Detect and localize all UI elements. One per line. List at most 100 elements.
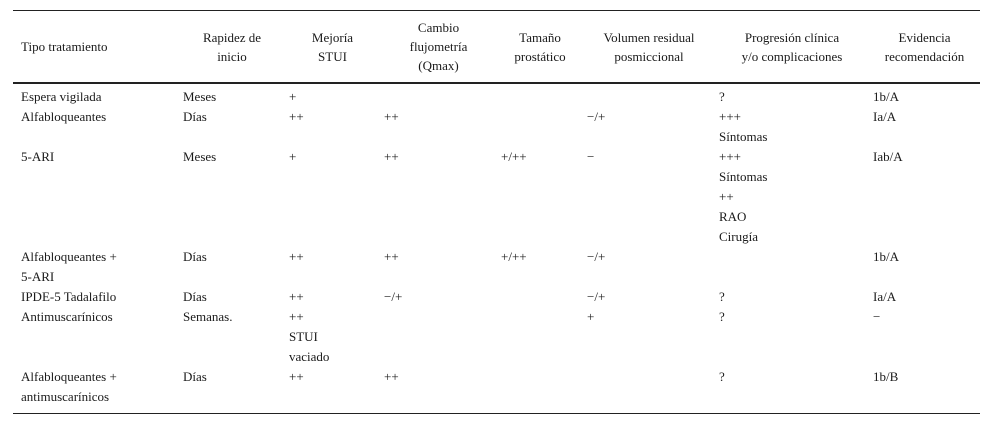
table-row: Antimuscarínicos Semanas. ++ STUI vaciado +? − [13, 307, 980, 367]
table-cell: +++ Síntomas [715, 107, 869, 147]
cell-text: Semanas. [183, 309, 233, 324]
table-row: Espera vigilada Meses +? 1b/A [13, 83, 980, 107]
header-tamano-prostatico: Tamaño prostático [497, 11, 583, 84]
header-progresion-clinica: Progresión clínica y/o complicaciones [715, 11, 869, 84]
table-cell: Días [179, 287, 285, 307]
header-text: recomendación [884, 48, 965, 64]
table-body: Espera vigilada Meses +? 1b/A Alfabloqueante… [13, 83, 980, 414]
cell-text: ++ [289, 309, 304, 324]
cell-text: RAO [719, 209, 747, 224]
table-cell: +/++ [497, 147, 583, 247]
cell-text: ++ [289, 109, 304, 124]
table-cell: −/+ [583, 247, 715, 287]
cell-text: Ia/A [873, 109, 897, 124]
table-cell: 1b/B [869, 367, 980, 414]
table-cell: ? [715, 287, 869, 307]
table-cell: −/+ [583, 107, 715, 147]
table-cell [497, 367, 583, 414]
cell-text: Días [183, 109, 207, 124]
cell-text: Días [183, 289, 207, 304]
table-cell: ++ [380, 107, 497, 147]
table-cell: 1b/A [869, 83, 980, 107]
table-cell: −/+ [583, 287, 715, 307]
cell-text: 5-ARI [21, 149, 55, 164]
table-cell: ? [715, 83, 869, 107]
cell-text: Días [183, 369, 207, 384]
cell-text: +++ [719, 109, 741, 124]
header-text: Volumen residual [603, 29, 695, 45]
cell-text: ? [719, 309, 725, 324]
cell-text: +/++ [501, 249, 527, 264]
table-row: 5-ARI Meses + ++ +/++ − +++ Síntomas ++ RAO Cirugí… [13, 147, 980, 247]
cell-text: ++ [384, 249, 399, 264]
table-cell: Alfabloqueantes + 5-ARI [13, 247, 179, 287]
table-cell [715, 247, 869, 287]
cell-text: STUI [289, 329, 318, 344]
table-row: Alfabloqueantes Días ++ ++ −/+ +++ Síntomas Ia/… [13, 107, 980, 147]
header-volumen-residual: Volumen residual posmiccional [583, 11, 715, 84]
cell-text: −/+ [384, 289, 403, 304]
table-cell: −/+ [380, 287, 497, 307]
header-tipo-tratamiento: Tipo tratamiento [13, 11, 179, 84]
table-cell: Iab/A [869, 147, 980, 247]
table-cell [497, 287, 583, 307]
cell-text: Síntomas [719, 129, 768, 144]
cell-text: −/+ [587, 109, 606, 124]
cell-text: ? [719, 289, 725, 304]
header-text: Cambio [417, 20, 460, 35]
table-cell: Espera vigilada [13, 83, 179, 107]
cell-text: ++ [289, 369, 304, 384]
table-row: IPDE-5 Tadalafilo Días ++ −/+ −/+? Ia/A [13, 287, 980, 307]
header-text: STUI [318, 48, 347, 64]
cell-text: 1b/B [873, 369, 899, 384]
cell-text: Días [183, 249, 207, 264]
table-cell: ? [715, 367, 869, 414]
table-cell: ++ [285, 247, 380, 287]
table-cell [497, 107, 583, 147]
table-cell: Días [179, 247, 285, 287]
header-text: Tipo tratamiento [21, 39, 108, 54]
cell-text: + [289, 149, 297, 164]
table-cell [380, 307, 497, 367]
header-mejoria-stui: Mejoría STUI [285, 11, 380, 84]
cell-text: Ia/A [873, 289, 897, 304]
header-text: Evidencia [898, 29, 951, 45]
table-cell: IPDE-5 Tadalafilo [13, 287, 179, 307]
table-header: Tipo tratamiento Rapidez de inicio Mejoría S… [13, 10, 980, 84]
header-text: y/o complicaciones [741, 48, 843, 64]
header-text: (Qmax) [418, 58, 459, 73]
header-text: Rapidez de [202, 29, 262, 45]
table-cell: 5-ARI [13, 147, 179, 247]
table-cell: Alfabloqueantes + antimuscarínicos [13, 367, 179, 414]
cell-text: ++ [289, 289, 304, 304]
table-cell: ++ [380, 247, 497, 287]
cell-text: IPDE-5 Tadalafilo [21, 289, 117, 304]
header-text: posmiccional [614, 48, 684, 64]
cell-text: − [587, 149, 595, 164]
cell-text: Alfabloqueantes + [21, 369, 117, 384]
header-text: prostático [514, 48, 566, 64]
table-cell: Meses [179, 83, 285, 107]
header-rapidez-inicio: Rapidez de inicio [179, 11, 285, 84]
cell-text: Antimuscarínicos [21, 309, 113, 324]
cell-text: 5-ARI [21, 269, 55, 284]
table-cell [583, 367, 715, 414]
table-cell: ++ [285, 367, 380, 414]
table-cell: 1b/A [869, 247, 980, 287]
cell-text: Cirugía [719, 229, 758, 244]
table-cell: ++ [380, 147, 497, 247]
cell-text: +/++ [501, 149, 527, 164]
table-cell: Alfabloqueantes [13, 107, 179, 147]
table-cell: Ia/A [869, 287, 980, 307]
table-cell: Días [179, 367, 285, 414]
cell-text: ++ [384, 149, 399, 164]
table-cell: Días [179, 107, 285, 147]
cell-text: ? [719, 369, 725, 384]
table-cell [497, 83, 583, 107]
table-cell: ? [715, 307, 869, 367]
cell-text: Iab/A [873, 149, 903, 164]
table-cell: +++ Síntomas ++ RAO Cirugía [715, 147, 869, 247]
table-cell: Semanas. [179, 307, 285, 367]
cell-text: − [873, 309, 881, 324]
